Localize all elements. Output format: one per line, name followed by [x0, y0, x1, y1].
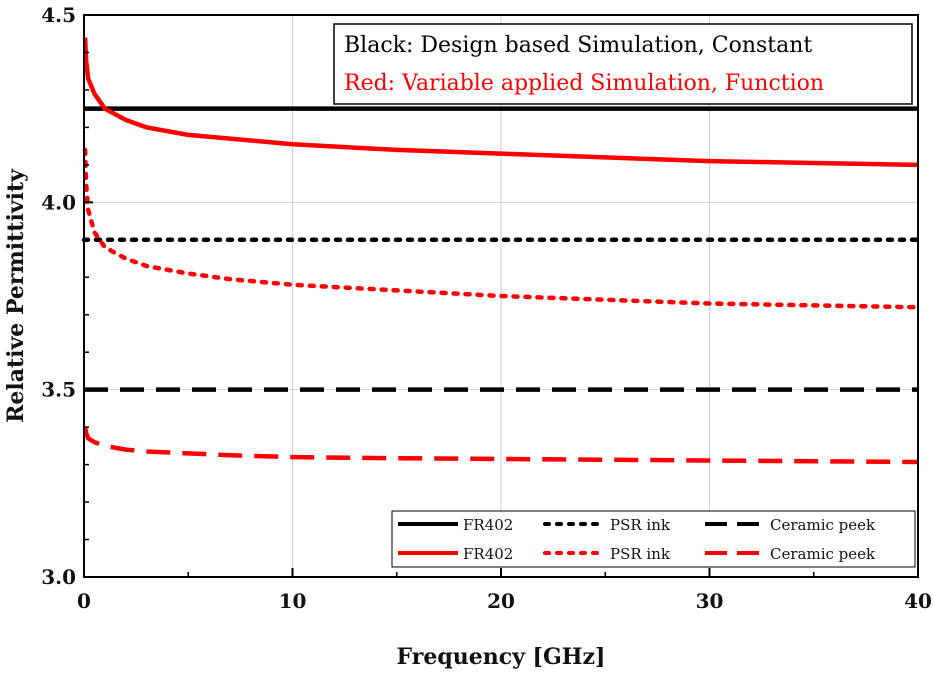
legend-label-psr-function: PSR ink [610, 545, 671, 563]
x-tick-label: 20 [487, 589, 515, 613]
legend-label-psr-constant: PSR ink [610, 516, 671, 534]
legend-label-fr402-constant: FR402 [463, 516, 513, 534]
x-tick-label: 0 [77, 589, 91, 613]
series-line-fr402-function [82, 37, 919, 168]
annotation-red: Red: Variable applied Simulation, Functi… [344, 71, 824, 96]
y-tick-label: 3.0 [41, 565, 76, 589]
y-tick-label: 4.5 [41, 3, 76, 27]
y-tick-label: 3.5 [41, 378, 76, 402]
x-axis-title: Frequency [GHz] [397, 644, 606, 670]
series-lines [81, 37, 921, 465]
legend-label-ceramic-function: Ceramic peek [770, 545, 876, 563]
y-axis-title: Relative Permittivity [3, 168, 29, 423]
legend: FR402 PSR ink Ceramic peek FR402 PSR ink… [391, 510, 916, 568]
x-tick-label: 30 [696, 589, 724, 613]
axis-ticks: 0 10 20 30 40 3.0 3.5 4.0 4.5 [41, 3, 932, 613]
series-line-psr-ink-function [82, 147, 921, 310]
y-tick-label: 4.0 [41, 190, 76, 214]
annotation-box: Black: Design based Simulation, Constant… [333, 23, 913, 105]
annotation-black: Black: Design based Simulation, Constant [344, 33, 812, 58]
x-tick-label: 10 [279, 589, 307, 613]
series-line-ceramic-peek-function [82, 426, 919, 465]
x-tick-label: 40 [904, 589, 932, 613]
legend-label-fr402-function: FR402 [463, 545, 513, 563]
legend-label-ceramic-constant: Ceramic peek [770, 516, 876, 534]
